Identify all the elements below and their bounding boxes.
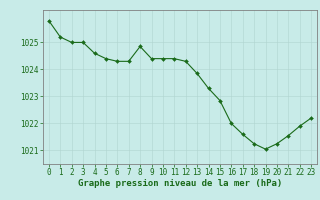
X-axis label: Graphe pression niveau de la mer (hPa): Graphe pression niveau de la mer (hPa) xyxy=(78,179,282,188)
